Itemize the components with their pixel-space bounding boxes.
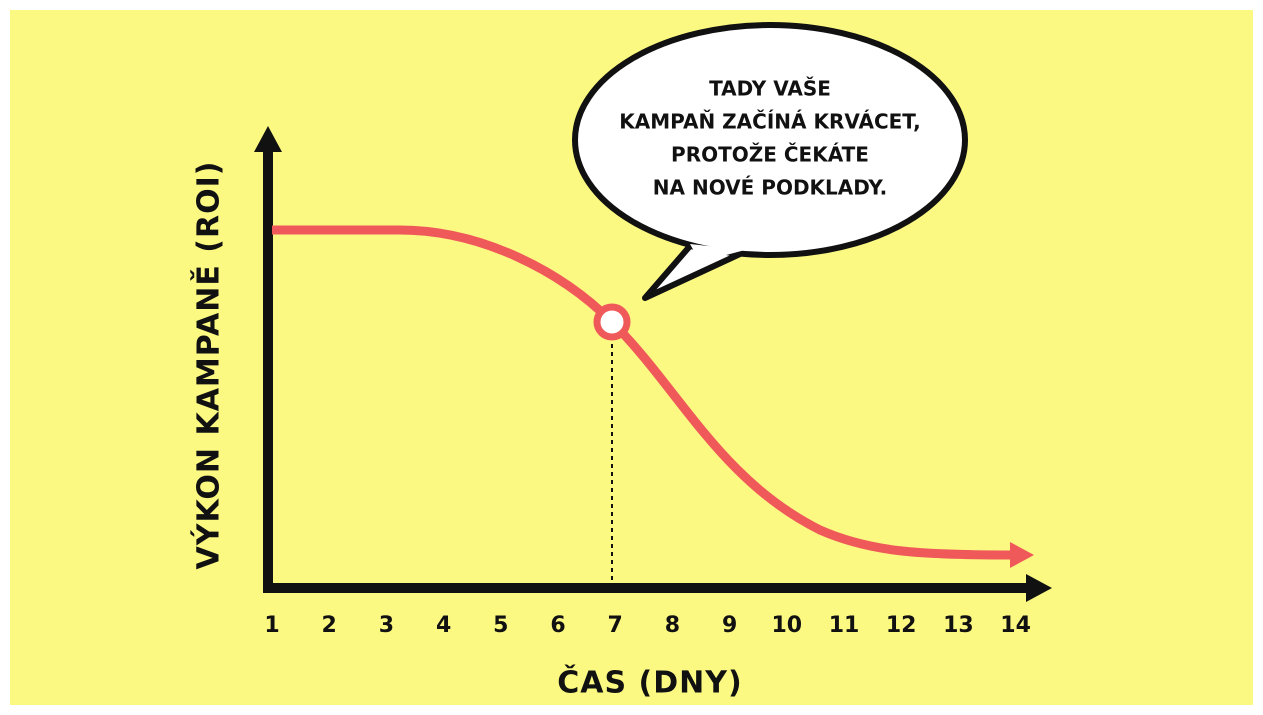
x-tick-label: 5 <box>493 613 508 638</box>
x-tick-label: 3 <box>379 613 394 638</box>
x-axis-arrow <box>1026 574 1052 602</box>
x-tick-label: 1 <box>264 613 279 638</box>
callout-line: KAMPAŇ ZAČÍNÁ KRVÁCET, <box>619 110 920 134</box>
y-axis-arrow <box>254 126 282 152</box>
bubble-join <box>690 244 745 262</box>
x-tick-label: 14 <box>1000 613 1031 638</box>
x-tick-label: 12 <box>886 613 917 638</box>
curve-arrow <box>1010 542 1034 568</box>
x-tick-label: 13 <box>943 613 974 638</box>
x-axis-label: ČAS (DNY) <box>557 664 742 701</box>
x-tick-label: 4 <box>436 613 451 638</box>
callout-line: TADY VAŠE <box>709 77 831 101</box>
speech-bubble <box>572 22 968 258</box>
x-tick-label: 11 <box>829 613 860 638</box>
x-tick-label: 6 <box>550 613 565 638</box>
callout-line: NA NOVÉ PODKLADY. <box>653 176 887 200</box>
marker-point <box>593 303 631 341</box>
x-tick-label: 8 <box>665 613 680 638</box>
x-tick-label: 9 <box>722 613 737 638</box>
performance-curve <box>272 225 1011 560</box>
callout-line: PROTOŽE ČEKÁTE <box>671 143 869 167</box>
x-tick-label: 7 <box>608 613 623 638</box>
x-tick-label: 10 <box>771 613 802 638</box>
y-axis-label: VÝKON KAMPANĚ (ROI) <box>190 161 227 570</box>
x-tick-label: 2 <box>322 613 337 638</box>
